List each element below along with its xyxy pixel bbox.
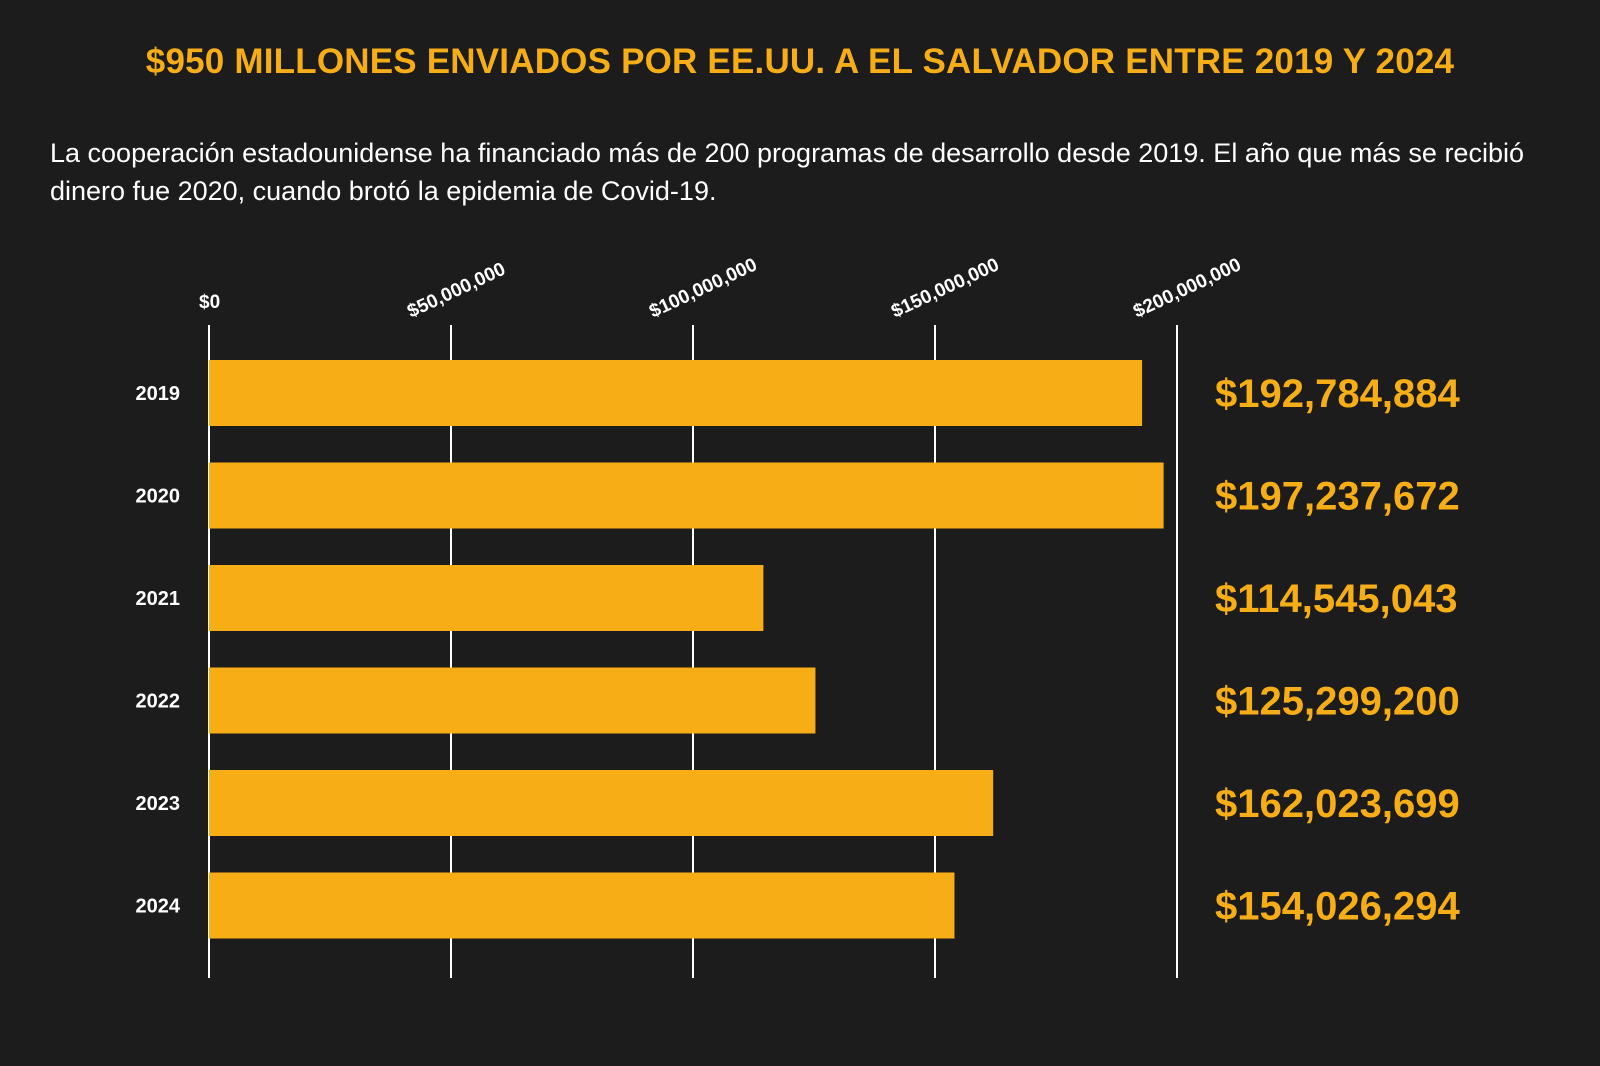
- bar-2020: [209, 462, 1164, 529]
- x-axis-ticks: $0 $50,000,000 $100,000,000 $150,000,000 $20…: [199, 254, 1244, 322]
- grid-lines: [208, 325, 1178, 978]
- value-label-2021: $114,545,043: [1215, 577, 1457, 621]
- category-label-2019: 2019: [136, 383, 181, 405]
- y-axis-categories: 2019 2020 2021 2022 2023 2024: [136, 383, 181, 918]
- bar-2021: [209, 565, 764, 631]
- chart-title: $950 MILLONES ENVIADOS POR EE.UU. A EL S…: [145, 42, 1455, 81]
- category-label-2020: 2020: [136, 486, 181, 508]
- category-label-2022: 2022: [136, 691, 181, 713]
- bar-2024: [209, 872, 955, 939]
- bars: [209, 360, 1164, 939]
- bar-2022: [209, 667, 816, 734]
- x-tick-label-0: $0: [199, 292, 220, 313]
- chart-subtitle: La cooperación estadounidense ha financi…: [50, 138, 1524, 206]
- category-label-2024: 2024: [136, 896, 181, 918]
- value-label-2019: $192,784,884: [1215, 372, 1460, 416]
- x-tick-label-4: $200,000,000: [1130, 254, 1244, 322]
- x-tick-label-2: $100,000,000: [646, 254, 760, 322]
- value-labels: $192,784,884 $197,237,672 $114,545,043 $125…: [1215, 372, 1460, 929]
- value-label-2024: $154,026,294: [1215, 885, 1460, 929]
- value-label-2023: $162,023,699: [1215, 782, 1460, 826]
- category-label-2021: 2021: [136, 588, 181, 610]
- x-tick-label-3: $150,000,000: [888, 254, 1002, 322]
- value-label-2020: $197,237,672: [1215, 475, 1460, 519]
- x-tick-label-1: $50,000,000: [404, 259, 509, 323]
- bar-2023: [209, 770, 994, 836]
- value-label-2022: $125,299,200: [1215, 680, 1460, 724]
- bar-2019: [209, 360, 1143, 426]
- category-label-2023: 2023: [136, 793, 181, 815]
